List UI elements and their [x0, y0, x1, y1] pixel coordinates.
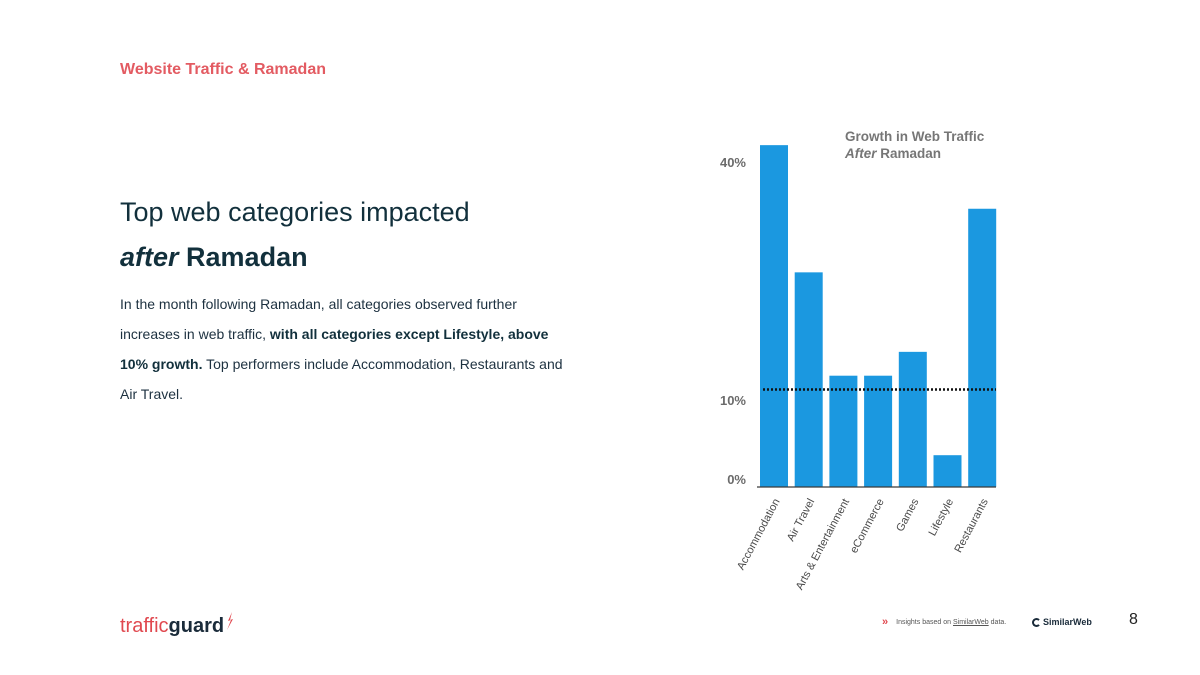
chart-bars — [757, 145, 997, 488]
heading-emphasis: after — [120, 242, 179, 272]
growth-chart: Growth in Web Traffic After Ramadan 0% 10… — [690, 110, 1130, 610]
heading-line-2: after Ramadan — [120, 241, 590, 273]
logo-flame-icon — [227, 612, 234, 630]
y-tick-label: 40% — [720, 155, 746, 170]
chart-title-line-1: Growth in Web Traffic — [845, 129, 985, 144]
footer-note-suffix: data. — [990, 618, 1007, 626]
section-title: Website Traffic & Ramadan — [120, 61, 326, 78]
chart-title-emphasis: After — [844, 146, 877, 161]
chart-title-rest: Ramadan — [877, 146, 942, 161]
similarweb-link[interactable]: SimilarWeb — [953, 618, 989, 626]
logo-text-light: traffic — [120, 615, 169, 637]
x-category-label: eCommerce — [848, 497, 887, 556]
bar-lifestyle — [933, 455, 962, 487]
chart-title-line-2: After Ramadan — [844, 146, 941, 161]
chart-svg: Growth in Web Traffic After Ramadan 0% 10… — [720, 129, 997, 592]
page-number: 8 — [1129, 611, 1138, 628]
trafficguard-logo: traffic guard — [120, 612, 234, 638]
similarweb-icon — [1032, 617, 1041, 627]
bar-games — [898, 351, 927, 487]
bar-air-travel — [794, 272, 823, 487]
x-category-label: Games — [894, 496, 921, 533]
x-category-label: Restaurants — [952, 496, 991, 554]
footer-source-note: » Insights based on SimilarWeb data. — [882, 616, 1006, 628]
page-heading: Top web categories impacted after Ramada… — [120, 196, 590, 273]
chevron-right-icon: » — [882, 616, 889, 628]
chart-y-ticks: 0% 10% 40% — [720, 155, 746, 487]
x-category-label: Accommodation — [735, 497, 783, 572]
body-text-1: In the month following Ramadan, all cate… — [120, 296, 517, 342]
bar-restaurants — [968, 208, 997, 487]
x-category-label: Lifestyle — [927, 497, 957, 538]
bar-arts-entertainment — [829, 375, 858, 487]
bar-accommodation — [760, 145, 788, 487]
y-tick-label: 10% — [720, 393, 746, 408]
similarweb-logo: SimilarWeb — [1032, 617, 1092, 627]
heading-rest: Ramadan — [178, 242, 308, 272]
body-text-2: Top performers include Accommodation, Re… — [120, 356, 563, 402]
bar-ecommerce — [864, 375, 893, 487]
body-paragraph: In the month following Ramadan, all cate… — [120, 289, 570, 409]
x-category-label: Air Travel — [785, 497, 817, 544]
similarweb-logo-text: SimilarWeb — [1043, 617, 1092, 627]
logo-text-bold: guard — [168, 615, 225, 637]
footer-note-prefix: Insights based on — [896, 618, 951, 626]
heading-line-1: Top web categories impacted — [120, 197, 470, 227]
body-text-bold: with all categories except Lifestyle, ab… — [120, 326, 549, 372]
y-tick-label: 0% — [727, 472, 746, 487]
